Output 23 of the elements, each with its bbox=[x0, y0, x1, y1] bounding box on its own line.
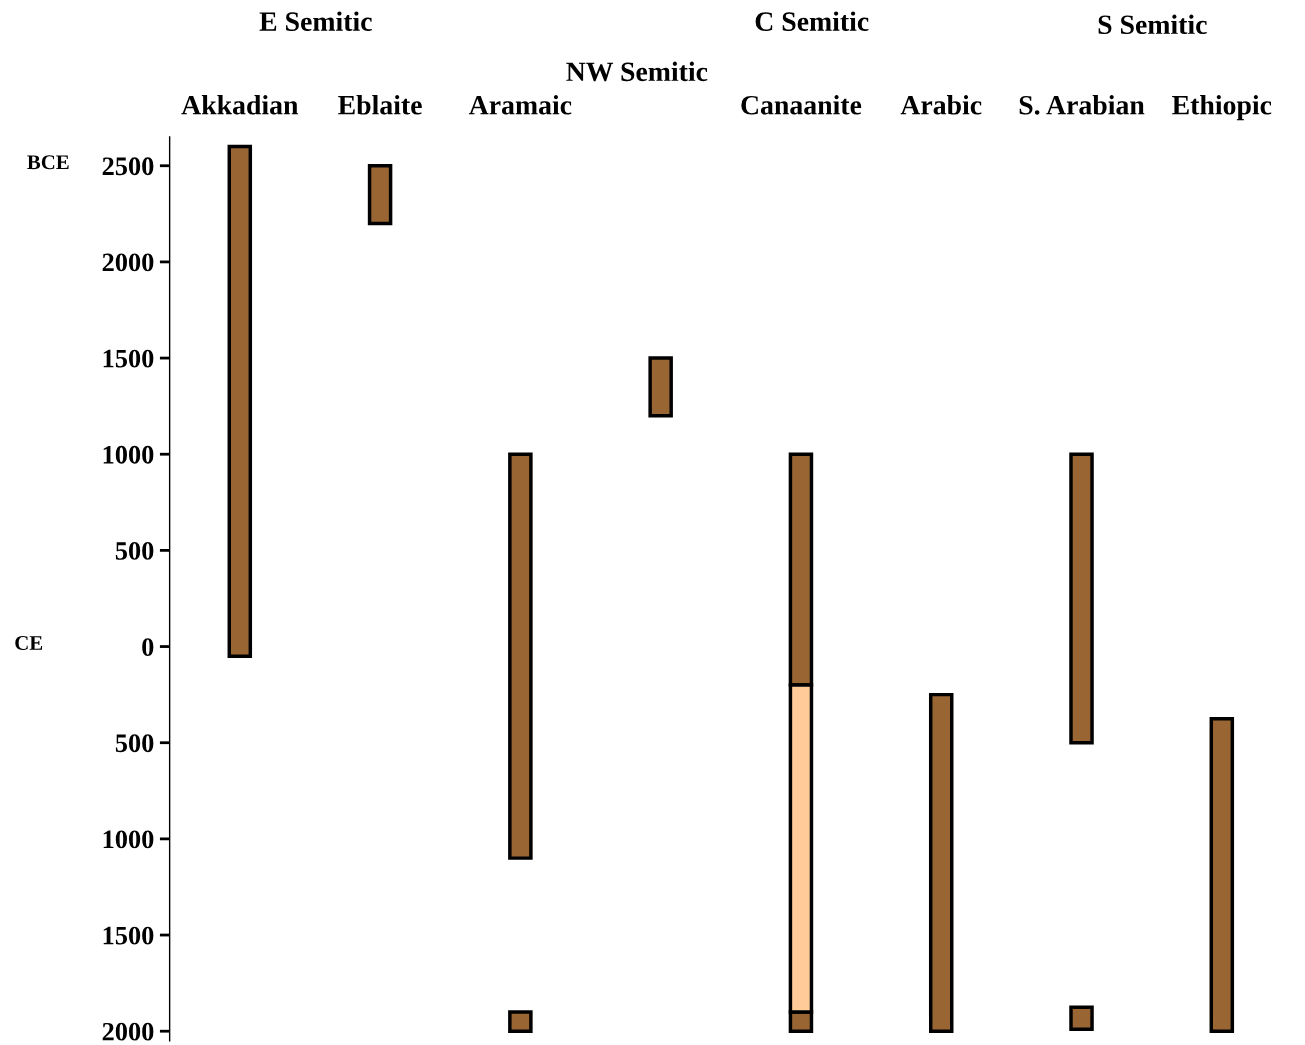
x-tick-label: Ethiopic bbox=[1172, 95, 1272, 121]
text: S Semitic bbox=[1098, 14, 1207, 35]
x-tick-label: Canaanite bbox=[741, 95, 862, 115]
text: NW Semitic bbox=[566, 61, 708, 82]
y-tick-label: 500 bbox=[115, 542, 154, 560]
y-tick-label: 2000 bbox=[102, 1022, 154, 1041]
text: CE bbox=[15, 635, 43, 650]
y-tick-label: 1500 bbox=[103, 926, 154, 945]
x-tick-label: S. Arabian bbox=[1019, 95, 1145, 115]
y-tick-label: 1000 bbox=[103, 445, 154, 464]
y-tick-label: 500 bbox=[115, 734, 154, 753]
y-tick-label: 0 bbox=[142, 638, 154, 656]
y-tick-label: 2000 bbox=[102, 253, 154, 272]
x-tick-label: Eblaite bbox=[338, 95, 422, 115]
text: C Semitic bbox=[755, 11, 869, 31]
text: E Semitic bbox=[259, 11, 372, 31]
x-tick-label: Akkadian bbox=[181, 95, 299, 115]
y-tick-label: 1000 bbox=[103, 830, 154, 849]
x-tick-label: Aramaic bbox=[468, 95, 572, 115]
y-tick-label: 2500 bbox=[102, 157, 154, 176]
x-tick-label: Arabic bbox=[900, 95, 982, 115]
text: BCE bbox=[27, 155, 69, 170]
y-tick-label: 1500 bbox=[103, 349, 154, 368]
